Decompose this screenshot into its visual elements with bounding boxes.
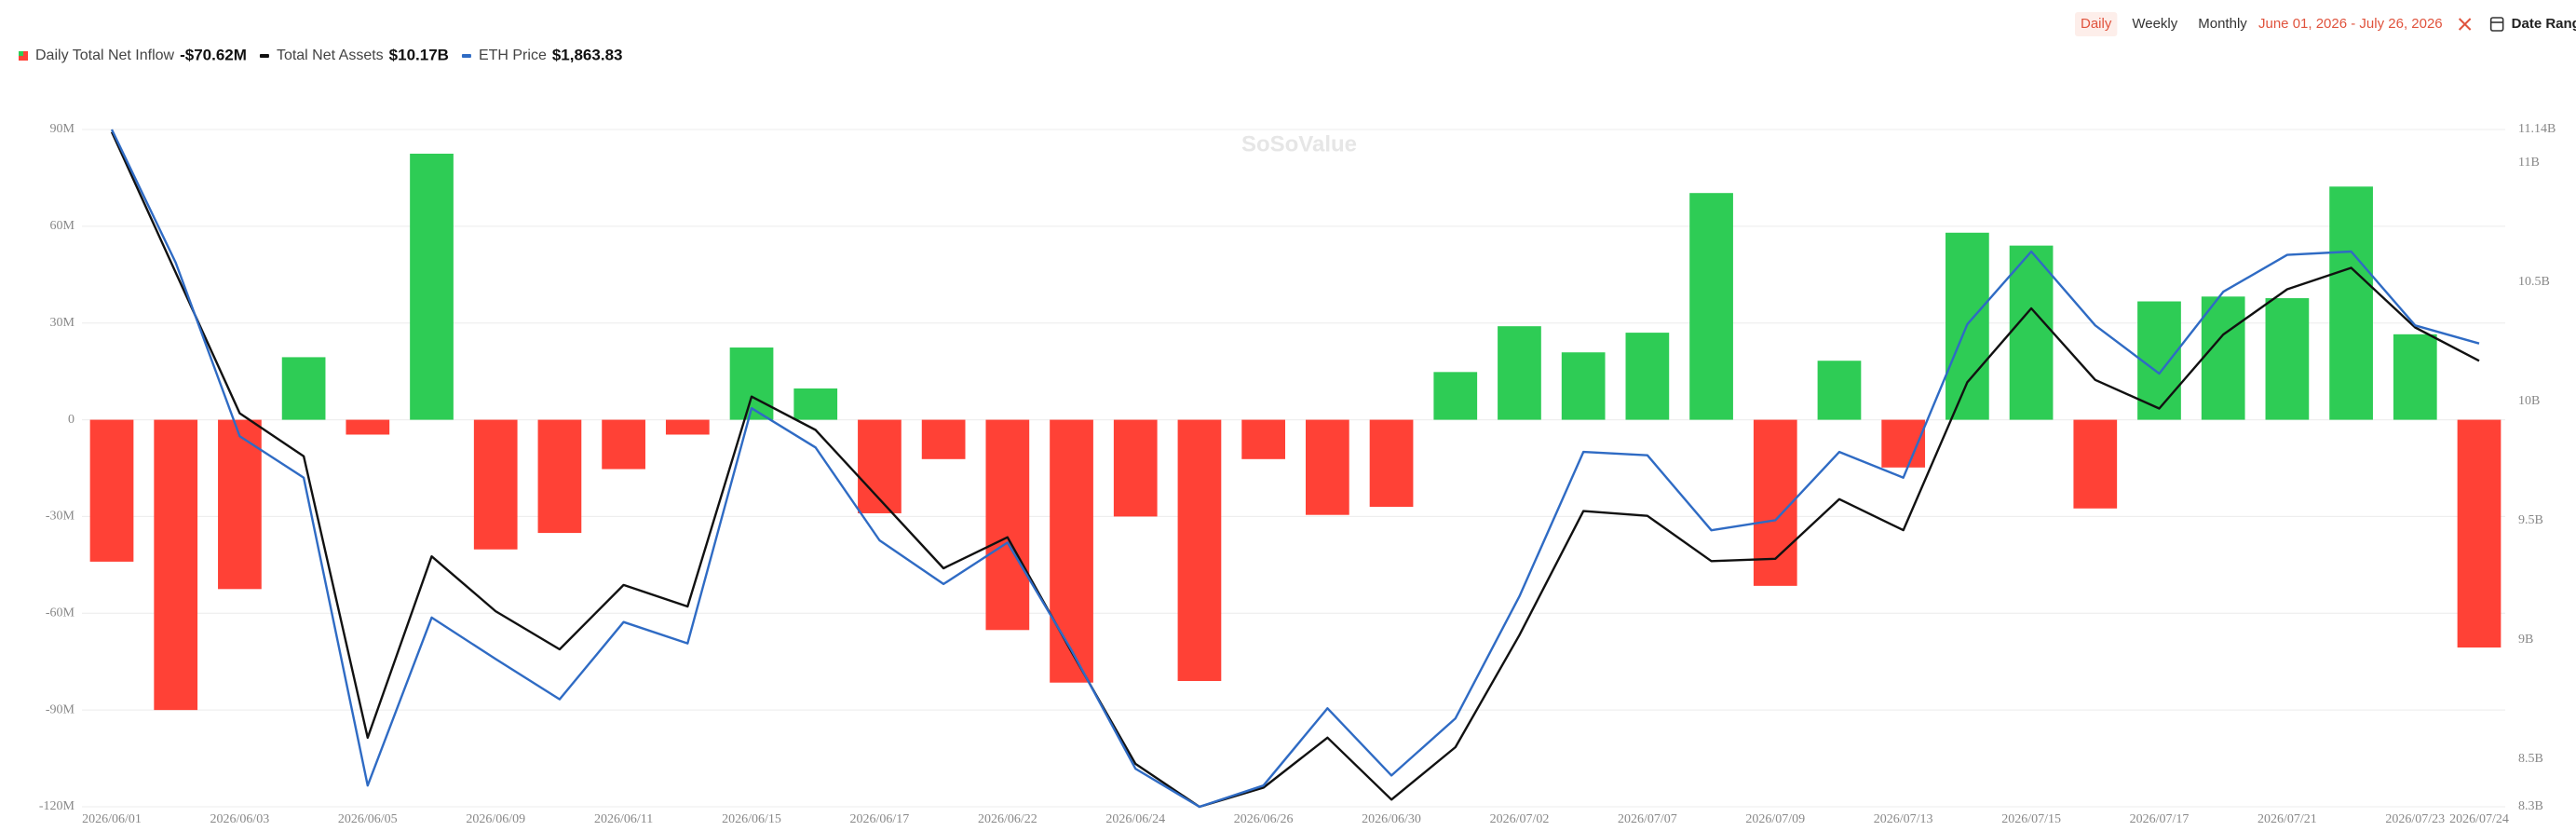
y-tick-label: -30M — [46, 510, 75, 524]
y-tick-label: -60M — [46, 606, 75, 620]
x-tick-label: 2026/07/21 — [2257, 812, 2317, 826]
bar — [410, 153, 454, 420]
bar — [2329, 186, 2373, 420]
period-button[interactable]: Weekly — [2132, 16, 2177, 32]
legend-value: $1,863.83 — [552, 46, 623, 63]
x-tick-label: 2026/07/15 — [2001, 812, 2061, 826]
y-tick-label: 60M — [50, 219, 75, 233]
bar — [89, 419, 134, 562]
bar — [1177, 419, 1222, 681]
legend-label[interactable]: Daily Total Net Inflow — [35, 48, 175, 63]
x-tick-label: 2026/06/30 — [1362, 812, 1421, 826]
legend-marker — [19, 51, 23, 56]
bar — [1113, 419, 1158, 517]
controls: Daily Weekly Monthly June 01, 2026 - July 2… — [2075, 12, 2576, 36]
x-tick-label: 2026/06/01 — [82, 812, 142, 826]
x-tick-label: 2026/07/02 — [1490, 812, 1550, 826]
x-tick-label: 2026/06/17 — [850, 812, 910, 826]
x-tick-label: 2026/06/03 — [210, 812, 270, 826]
y-tick-label: 30M — [50, 316, 75, 330]
date-range-button[interactable]: Date Range — [2512, 16, 2576, 32]
bar — [2265, 298, 2310, 420]
bar — [1561, 352, 1606, 420]
bar — [2009, 245, 2054, 420]
bar — [2073, 419, 2118, 509]
legend-label[interactable]: ETH Price — [479, 48, 547, 63]
bar — [154, 419, 198, 711]
bar — [473, 419, 518, 550]
legend-marker — [259, 54, 269, 58]
legend-marker — [461, 54, 471, 58]
y-tick-label: 0 — [68, 413, 75, 427]
y2-tick-label: 9B — [2518, 633, 2533, 647]
legend-label[interactable]: Total Net Assets — [277, 48, 384, 63]
y2-tick-label: 8.5B — [2518, 752, 2543, 766]
x-tick-label: 2026/07/07 — [1618, 812, 1677, 826]
x-tick-label: 2026/07/09 — [1745, 812, 1805, 826]
bar — [2137, 301, 2181, 420]
bar — [921, 419, 966, 459]
y-tick-label: -90M — [46, 702, 75, 716]
bar — [1369, 419, 1414, 508]
bar — [793, 388, 838, 420]
x-tick-label: 2026/07/13 — [1874, 812, 1933, 826]
y2-tick-label: 11B — [2518, 156, 2540, 170]
y-tick-label: 90M — [50, 122, 75, 136]
watermark: SoSoValue — [1241, 131, 1357, 157]
line — [110, 131, 2480, 809]
y2-tick-label: 11.14B — [2518, 122, 2556, 136]
calendar-icon[interactable] — [2489, 17, 2504, 32]
x-tick-label: 2026/07/23 — [2385, 812, 2445, 826]
bar — [346, 419, 390, 435]
x-tick-label: 2026/06/09 — [466, 812, 525, 826]
bar — [2457, 419, 2501, 648]
x-tick-label: 2026/06/15 — [722, 812, 781, 826]
y2-tick-label: 10B — [2518, 394, 2540, 408]
bar — [1050, 419, 1093, 683]
line — [110, 129, 2480, 809]
x-tick-label: 2026/07/24 — [2449, 812, 2509, 826]
date-range[interactable]: June 01, 2026 - July 26, 2026 — [2258, 16, 2443, 32]
x-tick-label: 2026/06/11 — [594, 812, 653, 826]
bar — [1498, 326, 1541, 420]
period-button[interactable]: Monthly — [2198, 16, 2247, 32]
bar — [1305, 419, 1349, 515]
x-tick-label: 2026/06/05 — [338, 812, 398, 826]
period-button-bg — [2075, 12, 2118, 36]
legend-marker — [23, 51, 28, 56]
bar — [1433, 372, 1478, 420]
bar — [537, 419, 582, 534]
y2-tick-label: 9.5B — [2518, 513, 2543, 527]
bar — [1625, 333, 1670, 420]
bar — [665, 419, 710, 435]
bar — [985, 419, 1030, 631]
y2-tick-label: 8.3B — [2518, 799, 2543, 813]
legend-marker — [19, 56, 28, 61]
bar — [281, 357, 326, 420]
y-tick-label: -120M — [39, 799, 75, 813]
period-button[interactable]: Daily — [2081, 16, 2112, 32]
bar — [1817, 361, 1862, 420]
y2-tick-label: 10.5B — [2518, 275, 2550, 289]
bar — [2201, 296, 2245, 420]
legend-value: -$70.62M — [180, 46, 247, 63]
x-tick-label: 2026/06/24 — [1105, 812, 1165, 826]
x-tick-label: 2026/06/26 — [1234, 812, 1294, 826]
bar — [218, 419, 262, 590]
legend: Daily Total Net Inflow -$70.62M Total Net … — [19, 46, 622, 63]
bar — [602, 419, 645, 470]
clear-icon[interactable] — [2458, 18, 2472, 31]
x-tick-label: 2026/07/17 — [2130, 812, 2190, 826]
bar — [1689, 193, 1733, 420]
x-tick-label: 2026/06/22 — [978, 812, 1037, 826]
bar — [2393, 334, 2437, 420]
legend-value: $10.17B — [389, 46, 449, 63]
bar — [1241, 419, 1286, 459]
